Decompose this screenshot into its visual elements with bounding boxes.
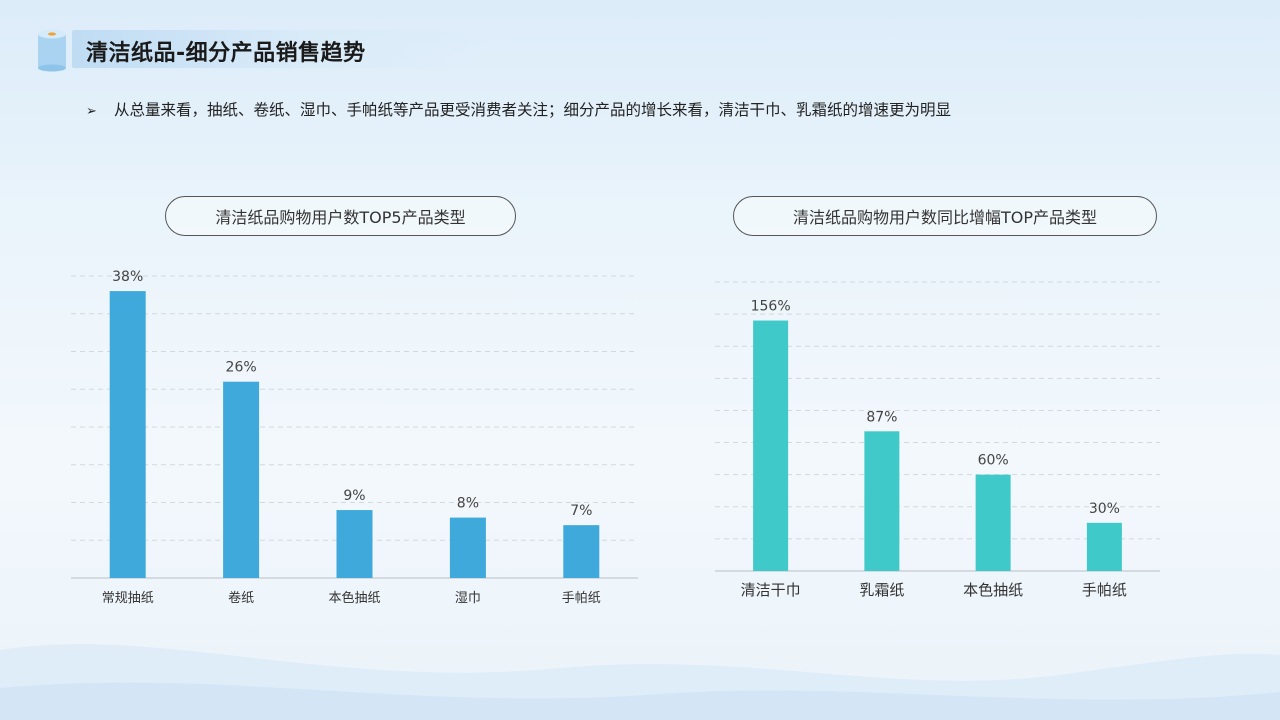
data-label: 38% bbox=[112, 269, 143, 285]
bar bbox=[336, 510, 373, 578]
bar bbox=[563, 525, 600, 578]
right-chart-title: 清洁纸品购物用户数同比增幅TOP产品类型 bbox=[733, 196, 1157, 236]
bar bbox=[975, 474, 1011, 571]
page-title: 清洁纸品-细分产品销售趋势 bbox=[86, 41, 366, 66]
data-label: 156% bbox=[751, 299, 791, 315]
bar bbox=[753, 320, 789, 571]
x-tick-label: 乳霜纸 bbox=[859, 581, 904, 599]
arrow-bullet-icon: ➢ bbox=[86, 104, 97, 119]
data-label: 9% bbox=[343, 488, 365, 504]
bar bbox=[864, 431, 900, 571]
data-label: 87% bbox=[866, 409, 897, 425]
bar bbox=[449, 517, 486, 578]
data-label: 7% bbox=[570, 503, 592, 519]
bar bbox=[109, 291, 146, 578]
data-label: 60% bbox=[978, 453, 1009, 469]
bar bbox=[223, 381, 260, 578]
x-tick-label: 本色抽纸 bbox=[328, 590, 380, 606]
x-tick-label: 清洁干巾 bbox=[741, 581, 801, 599]
data-label: 30% bbox=[1089, 501, 1120, 517]
x-tick-label: 湿巾 bbox=[455, 591, 481, 606]
data-label: 26% bbox=[226, 360, 257, 376]
data-label: 8% bbox=[457, 496, 479, 512]
left-chart-title: 清洁纸品购物用户数TOP5产品类型 bbox=[165, 196, 516, 236]
bar bbox=[1086, 522, 1122, 571]
title-bar bbox=[72, 30, 492, 68]
x-tick-label: 常规抽纸 bbox=[102, 591, 154, 606]
x-tick-label: 手帕纸 bbox=[562, 591, 601, 606]
x-tick-label: 卷纸 bbox=[228, 590, 254, 606]
bullet-text: 从总量来看，抽纸、卷纸、湿巾、手帕纸等产品更受消费者关注；细分产品的增长来看，清… bbox=[114, 101, 952, 119]
x-tick-label: 本色抽纸 bbox=[963, 581, 1023, 599]
x-tick-label: 手帕纸 bbox=[1082, 581, 1127, 599]
tissue-roll-icon bbox=[38, 29, 66, 72]
bullet-text-row: ➢ 从总量来看，抽纸、卷纸、湿巾、手帕纸等产品更受消费者关注；细分产品的增长来看，… bbox=[86, 98, 951, 120]
